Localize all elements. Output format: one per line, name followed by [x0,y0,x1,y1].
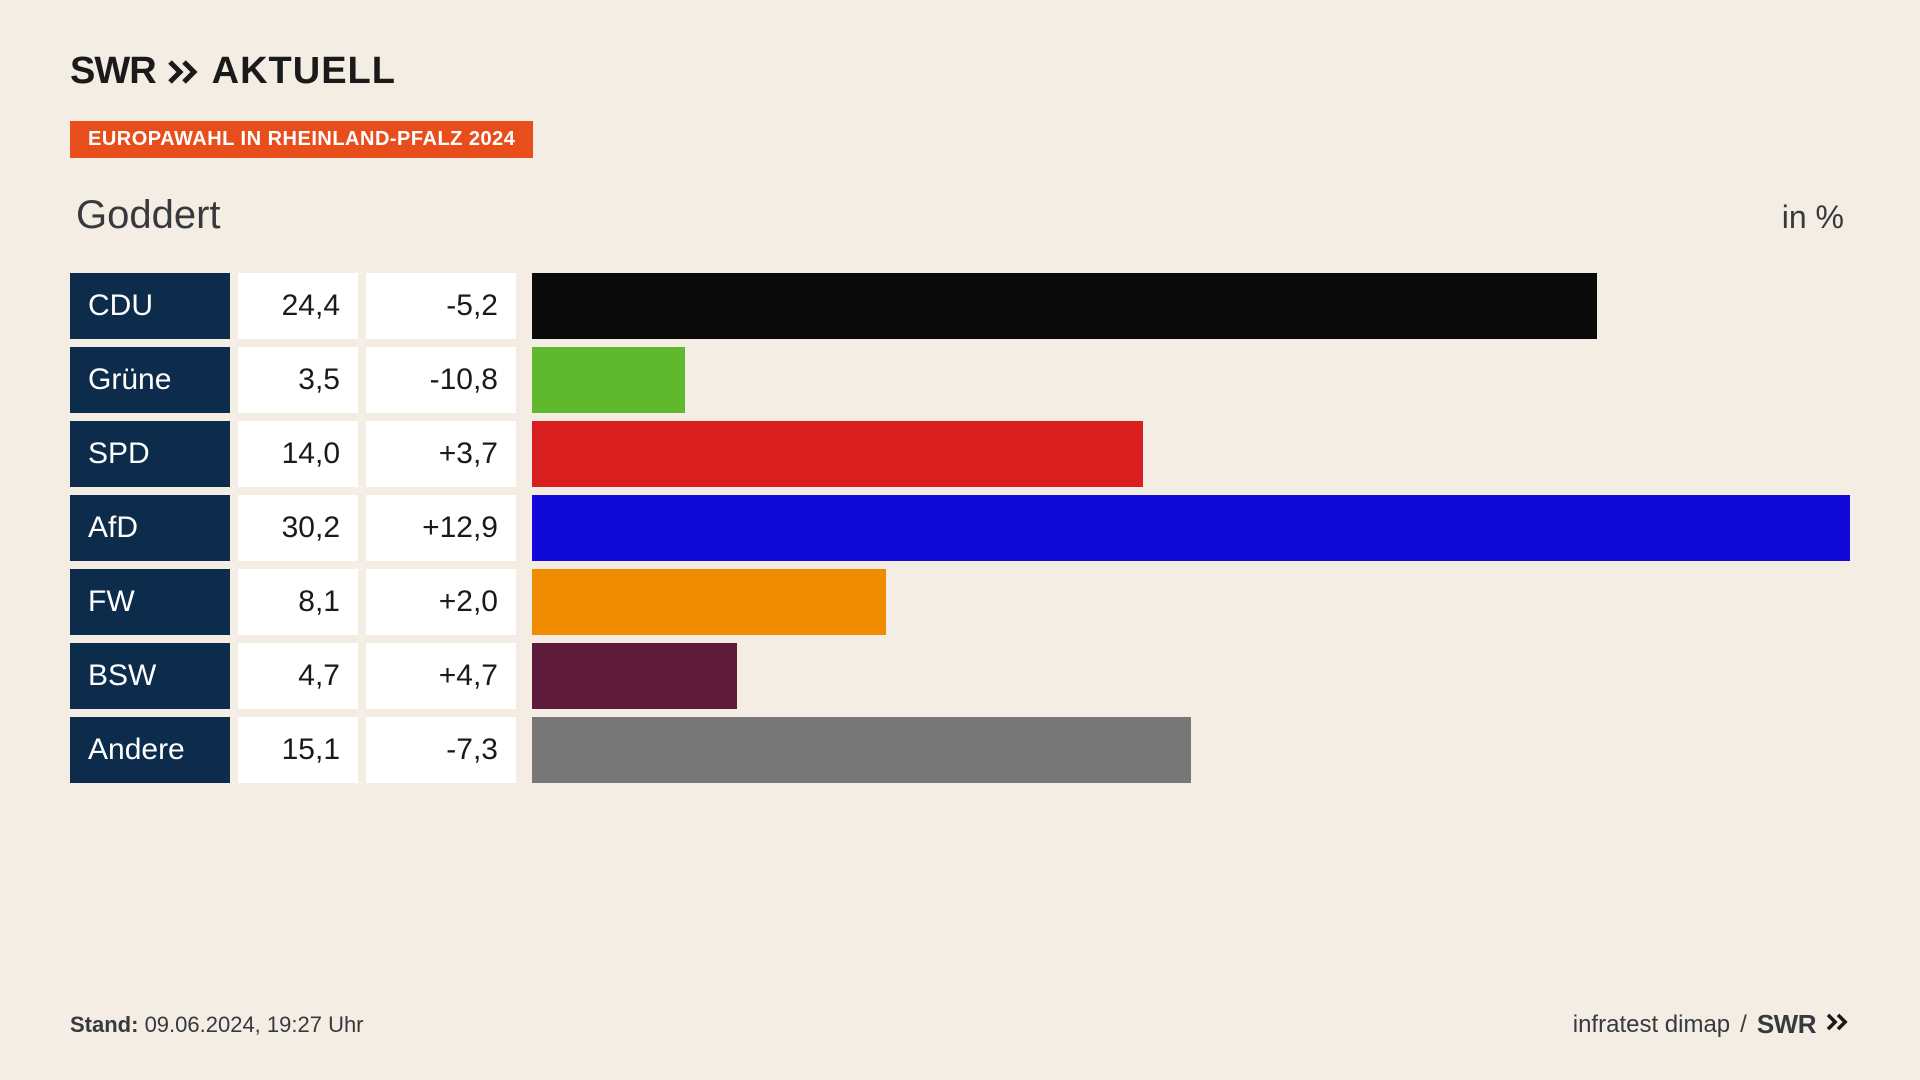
logo-chevrons-icon [168,58,200,86]
footer-swr-text: SWR [1757,1009,1816,1040]
party-label: BSW [70,643,230,709]
bar [532,717,1191,783]
party-label: FW [70,569,230,635]
value-box: 14,0 [238,421,358,487]
chart-row: AfD30,2+12,9 [70,495,1850,561]
chart-row: SPD14,0+3,7 [70,421,1850,487]
chart-row: BSW4,7+4,7 [70,643,1850,709]
bar-track [532,717,1850,783]
value-box: 24,4 [238,273,358,339]
value-box: 30,2 [238,495,358,561]
chart-area: CDU24,4-5,2 Grüne3,5-10,8 SPD14,0+3,7 AfD30… [70,273,1850,783]
bar-track [532,643,1850,709]
bar [532,421,1143,487]
footer-chevrons-icon [1826,1011,1850,1039]
bar-track [532,273,1850,339]
election-banner: Europawahl in Rheinland-Pfalz 2024 [70,121,533,158]
chart-row: Andere15,1-7,3 [70,717,1850,783]
value-box: 8,1 [238,569,358,635]
delta-box: -5,2 [366,273,516,339]
logo-swr-text: SWR [70,50,156,93]
chart-row: Grüne3,5-10,8 [70,347,1850,413]
bar [532,347,685,413]
footer-credit-source: infratest dimap [1573,1011,1730,1039]
footer-timestamp: Stand: 09.06.2024, 19:27 Uhr [70,1012,364,1038]
bar [532,643,737,709]
bar-track [532,347,1850,413]
footer: Stand: 09.06.2024, 19:27 Uhr infratest d… [70,1009,1850,1040]
title-row: Goddert in % [70,193,1850,238]
party-label: SPD [70,421,230,487]
party-label: CDU [70,273,230,339]
location-title: Goddert [76,193,221,238]
value-box: 3,5 [238,347,358,413]
value-box: 15,1 [238,717,358,783]
logo-aktuell-text: Aktuell [212,50,396,93]
delta-box: +12,9 [366,495,516,561]
bar [532,495,1850,561]
logo-header: SWR Aktuell [70,50,1850,93]
delta-box: +3,7 [366,421,516,487]
bar [532,569,886,635]
footer-credit-sep: / [1740,1011,1747,1039]
bar-track [532,569,1850,635]
chart-row: CDU24,4-5,2 [70,273,1850,339]
value-box: 4,7 [238,643,358,709]
footer-stand-label: Stand: [70,1012,138,1037]
party-label: AfD [70,495,230,561]
delta-box: -7,3 [366,717,516,783]
bar-track [532,495,1850,561]
party-label: Andere [70,717,230,783]
party-label: Grüne [70,347,230,413]
delta-box: +2,0 [366,569,516,635]
footer-credit: infratest dimap / SWR [1573,1009,1850,1040]
chart-row: FW8,1+2,0 [70,569,1850,635]
delta-box: +4,7 [366,643,516,709]
bar [532,273,1597,339]
unit-label: in % [1782,199,1844,236]
footer-stand-value: 09.06.2024, 19:27 Uhr [138,1012,363,1037]
delta-box: -10,8 [366,347,516,413]
bar-track [532,421,1850,487]
